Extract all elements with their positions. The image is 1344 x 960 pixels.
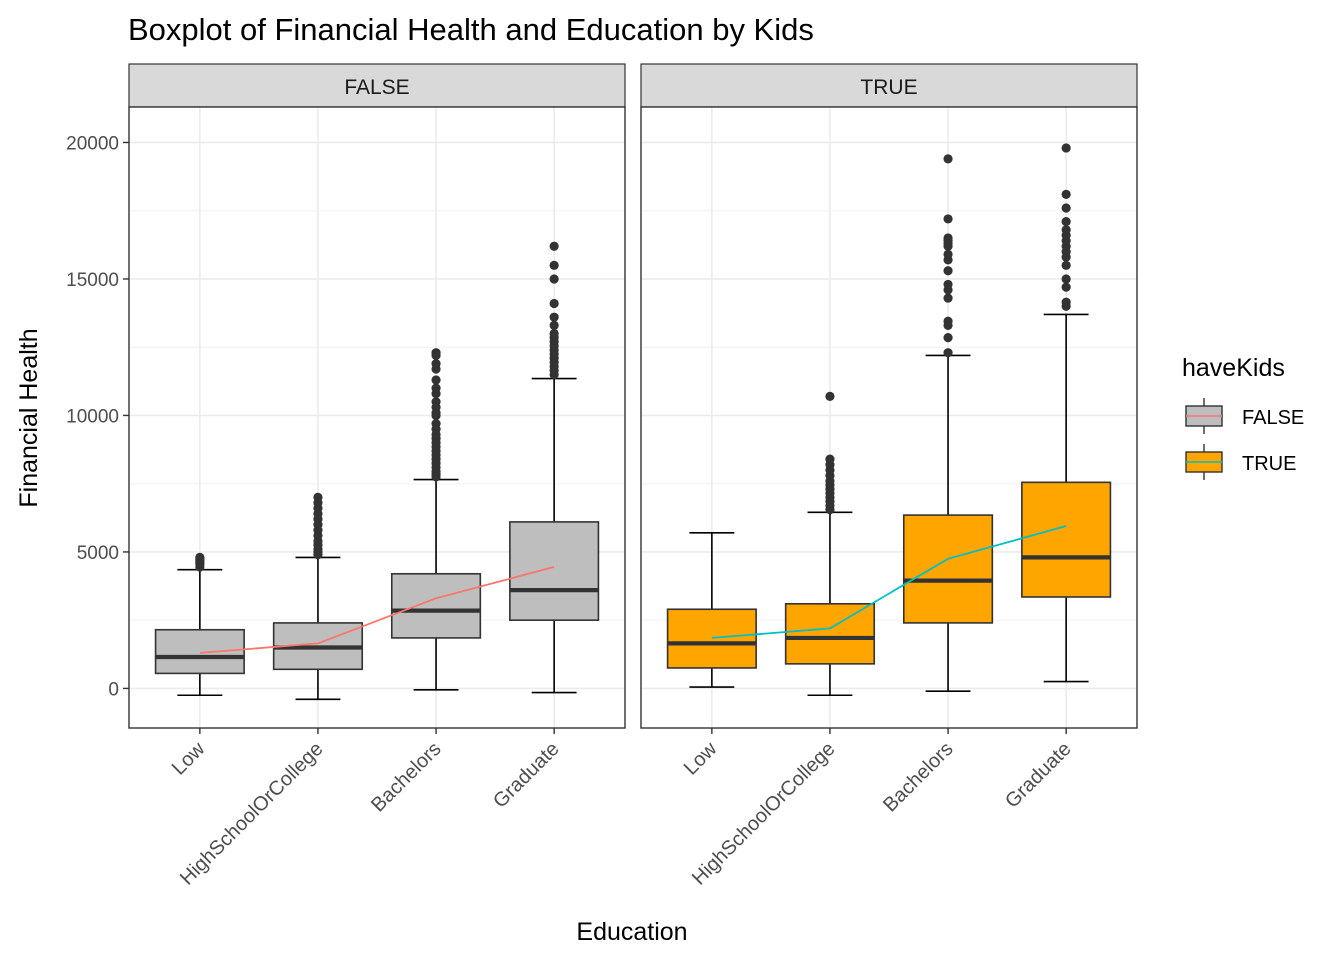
outlier-point — [1061, 217, 1071, 227]
x-tick-label: Low — [680, 738, 722, 780]
y-tick-label: 15000 — [66, 270, 119, 291]
legend-entry-true: TRUE — [1185, 444, 1296, 480]
outlier-point — [1061, 297, 1071, 307]
outlier-point — [549, 241, 559, 251]
legend-title: haveKids — [1182, 354, 1285, 382]
panel-border — [640, 106, 1138, 729]
legend-entry-false: FALSE — [1185, 398, 1304, 434]
outlier-point — [431, 397, 441, 407]
facet-strip-label: TRUE — [860, 76, 917, 99]
outlier-point — [943, 279, 953, 290]
outlier-point — [431, 375, 441, 385]
box-low — [154, 552, 245, 697]
legend: haveKids FALSE TRUE — [1182, 354, 1304, 480]
facet-strip — [640, 63, 1138, 108]
outlier-point — [943, 348, 953, 358]
box-graduate — [1021, 143, 1112, 683]
outlier-point — [549, 274, 559, 284]
y-tick-label: 20000 — [66, 133, 119, 154]
outlier-point — [825, 454, 835, 464]
box-iqr — [1021, 481, 1112, 598]
box-iqr — [784, 602, 876, 665]
mean-line — [199, 566, 555, 654]
outlier-point — [431, 358, 441, 369]
outlier-point — [431, 419, 441, 429]
outlier-point — [1061, 260, 1071, 270]
y-tick-label: 0 — [108, 679, 119, 700]
outlier-point — [943, 233, 953, 243]
outlier-point — [943, 316, 953, 326]
x-tick-label: Graduate — [1001, 738, 1076, 813]
box-iqr — [902, 514, 994, 624]
y-axis-title: Financial Health — [15, 328, 43, 507]
outlier-point — [549, 298, 559, 309]
x-tick-label: Low — [168, 738, 210, 780]
chart-title: Boxplot of Financial Health and Educatio… — [128, 12, 814, 47]
outlier-point — [943, 266, 953, 276]
panel-border — [128, 106, 626, 729]
outlier-point — [431, 348, 441, 358]
outlier-point — [1061, 274, 1071, 284]
x-tick-label: Bachelors — [367, 738, 445, 816]
box-iqr — [154, 628, 245, 675]
box-low — [666, 532, 757, 688]
outlier-point — [1061, 143, 1071, 153]
outlier-point — [1061, 225, 1071, 235]
legend-label: TRUE — [1242, 453, 1296, 475]
box-bachelors — [390, 348, 482, 691]
box-iqr — [509, 521, 600, 621]
outlier-point — [1061, 189, 1071, 199]
box-iqr — [666, 608, 757, 669]
facet-strip-label: FALSE — [344, 76, 409, 99]
box-iqr — [390, 572, 482, 639]
outlier-point — [943, 249, 953, 260]
legend-label: FALSE — [1242, 407, 1304, 429]
outlier-point — [943, 214, 953, 224]
outlier-point — [313, 492, 323, 502]
outlier-point — [431, 383, 441, 393]
mean-line — [711, 525, 1067, 639]
box-highschoolorcollege — [784, 391, 876, 697]
outlier-point — [1061, 203, 1071, 213]
x-tick-label: Bachelors — [879, 738, 957, 816]
outlier-point — [943, 333, 953, 343]
outlier-point — [549, 320, 559, 330]
outlier-point — [825, 391, 835, 401]
outlier-point — [549, 260, 559, 270]
x-tick-label: Graduate — [489, 738, 564, 813]
box-graduate — [509, 241, 600, 694]
outlier-point — [549, 328, 559, 339]
y-tick-label: 10000 — [66, 406, 119, 427]
facet-strip — [128, 63, 626, 108]
outlier-point — [549, 312, 559, 322]
x-axis-title: Education — [576, 918, 687, 946]
outlier-point — [943, 293, 953, 303]
y-tick-label: 5000 — [77, 543, 119, 564]
outlier-point — [943, 154, 953, 164]
outlier-point — [195, 552, 205, 562]
outlier-point — [1061, 282, 1071, 292]
box-bachelors — [902, 154, 994, 692]
